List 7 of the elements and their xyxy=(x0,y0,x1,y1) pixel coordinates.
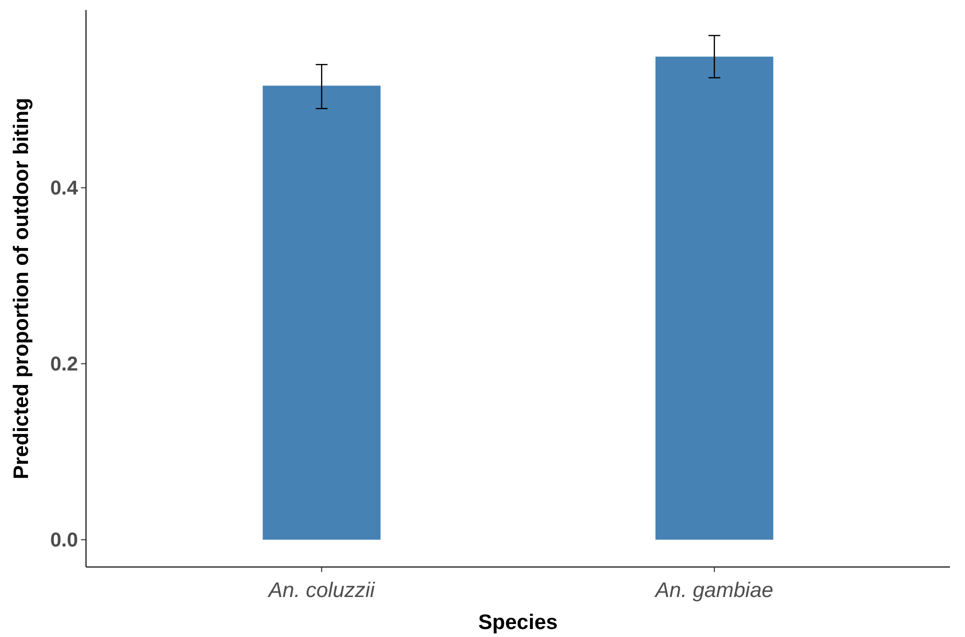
y-tick-label: 0.4 xyxy=(50,178,79,200)
y-axis-title: Predicted proportion of outdoor biting xyxy=(10,98,33,480)
x-axis-title: Species xyxy=(478,611,558,634)
y-tick-label: 0.2 xyxy=(50,354,78,376)
y-tick-label: 0.0 xyxy=(50,530,78,552)
x-tick-label: An. coluzzii xyxy=(266,579,376,602)
x-tick-label: An. gambiae xyxy=(653,579,774,602)
